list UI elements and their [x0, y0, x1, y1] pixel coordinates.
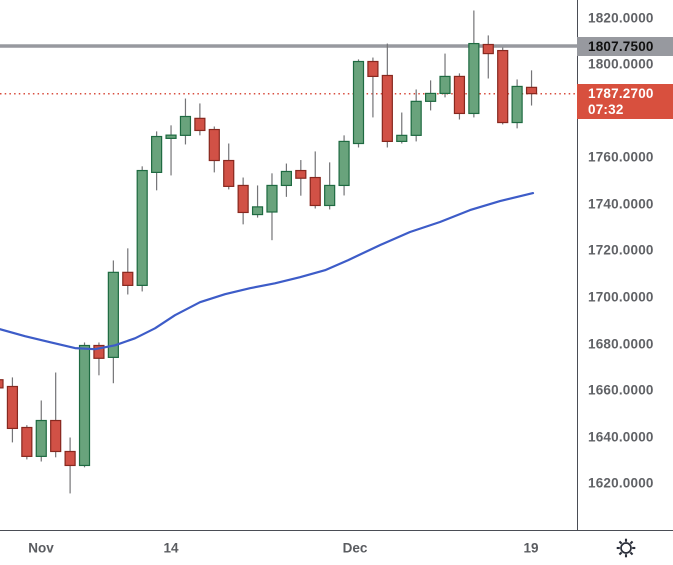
candle-body: [381, 74, 393, 143]
level-price-label: 1807.7500: [588, 38, 654, 54]
time-tick-label: 14: [163, 540, 179, 556]
candle-body: [352, 60, 365, 145]
price-tick-label: 1620.0000: [588, 475, 654, 491]
horizontal-level-line: [0, 44, 578, 48]
candlestick-chart[interactable]: [0, 0, 578, 530]
time-tick-label: Nov: [28, 540, 54, 556]
candle-body: [194, 117, 206, 132]
candle-body: [497, 49, 509, 124]
candle-body: [50, 419, 62, 453]
candle-body: [525, 86, 538, 95]
candle-body: [439, 75, 451, 95]
candle-body: [280, 170, 292, 187]
candle-body: [338, 140, 350, 187]
candle-body: [151, 135, 163, 173]
candle-body: [6, 385, 19, 430]
candle-body: [237, 184, 249, 214]
price-tick-label: 1680.0000: [588, 336, 654, 352]
price-tick-label: 1660.0000: [588, 382, 654, 398]
price-tick-label: 1820.0000: [588, 10, 654, 25]
time-tick-label: Dec: [342, 540, 368, 556]
candle-body: [410, 100, 422, 136]
candle-body: [468, 42, 480, 115]
price-scale-settings-icon[interactable]: [614, 536, 638, 560]
candle-body: [122, 271, 134, 286]
candle-body: [136, 169, 148, 286]
candle-body: [208, 128, 220, 162]
chart-pane[interactable]: [0, 0, 578, 530]
candle-body: [0, 379, 4, 389]
candle-body: [453, 75, 466, 115]
candle-body: [35, 419, 47, 457]
candle-body: [396, 134, 408, 143]
candle-body: [251, 206, 264, 216]
candle-body: [324, 184, 336, 207]
current-price-badge: 1787.2700 07:32: [577, 83, 673, 119]
time-axis[interactable]: Nov 14 Dec 19: [0, 531, 673, 565]
price-tick-label: 1760.0000: [588, 149, 654, 165]
candle-body: [107, 271, 119, 358]
candle-body: [64, 450, 76, 467]
candle-body: [511, 85, 523, 124]
candle-body: [165, 134, 177, 139]
candle-body: [425, 92, 437, 102]
candle-body: [93, 344, 105, 359]
price-tick-label: 1740.0000: [588, 196, 654, 212]
price-tick-label: 1720.0000: [588, 242, 654, 258]
candle-body: [309, 176, 321, 207]
candle-body: [266, 184, 278, 213]
price-tick-label: 1640.0000: [588, 429, 654, 445]
level-price-badge: 1807.7500: [577, 36, 673, 56]
axis-settings-corner[interactable]: [578, 531, 673, 565]
time-axis-border: [0, 530, 673, 531]
price-axis[interactable]: 1620.0000 1640.0000 1660.0000 1680.0000 1700…: [577, 0, 673, 530]
time-tick-label: 19: [523, 540, 539, 556]
price-tick-label: 1700.0000: [588, 289, 654, 305]
current-price-time: 07:32: [588, 101, 624, 117]
candle-body: [78, 344, 91, 467]
candle-body: [367, 60, 379, 78]
candle-body: [482, 43, 494, 55]
price-tick-label: 1800.0000: [588, 56, 654, 72]
candle-body: [223, 159, 235, 187]
price-axis-border: [577, 0, 578, 565]
candle-body: [21, 426, 33, 457]
candle-body: [295, 169, 307, 179]
moving-average-line: [0, 192, 535, 351]
current-price-label: 1787.2700: [588, 85, 654, 101]
candle-body: [179, 115, 192, 136]
